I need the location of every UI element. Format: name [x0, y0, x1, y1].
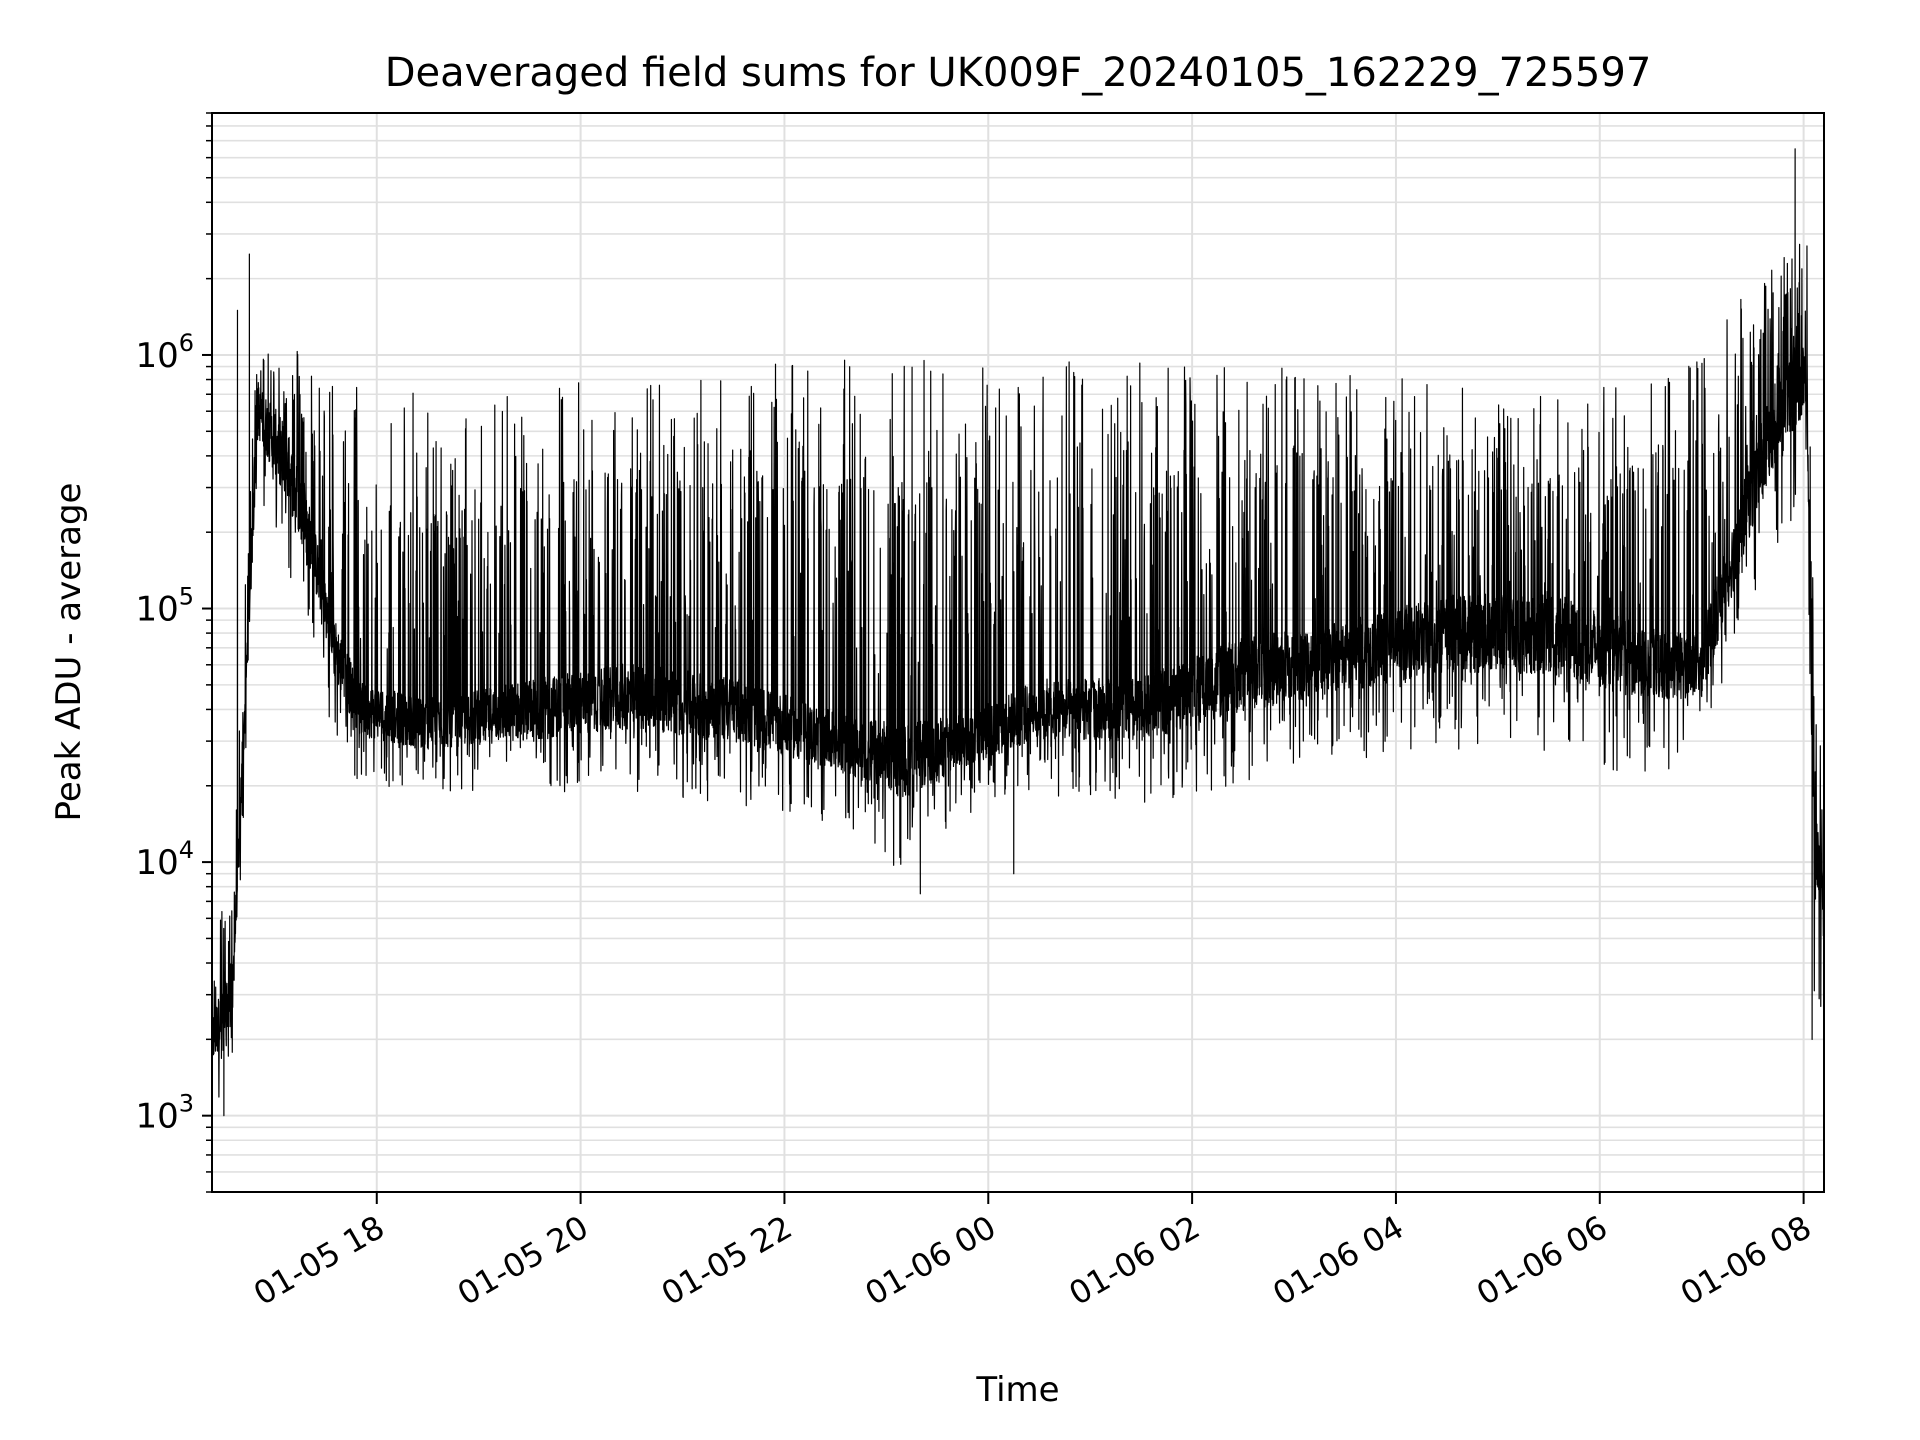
chart-title: Deaveraged field sums for UK009F_2024010… — [385, 50, 1652, 96]
y-tick-label: 103 — [135, 1090, 194, 1137]
series-line — [211, 148, 1825, 1141]
plot-frame — [211, 112, 1825, 1193]
y-axis-label: Peak ADU - average — [49, 483, 89, 822]
y-tick-label: 106 — [135, 329, 194, 376]
y-tick-label: 105 — [135, 583, 194, 630]
series-line-group — [211, 148, 1825, 1141]
x-axis-label: Time — [975, 1370, 1059, 1410]
y-tick-label: 104 — [135, 836, 194, 883]
